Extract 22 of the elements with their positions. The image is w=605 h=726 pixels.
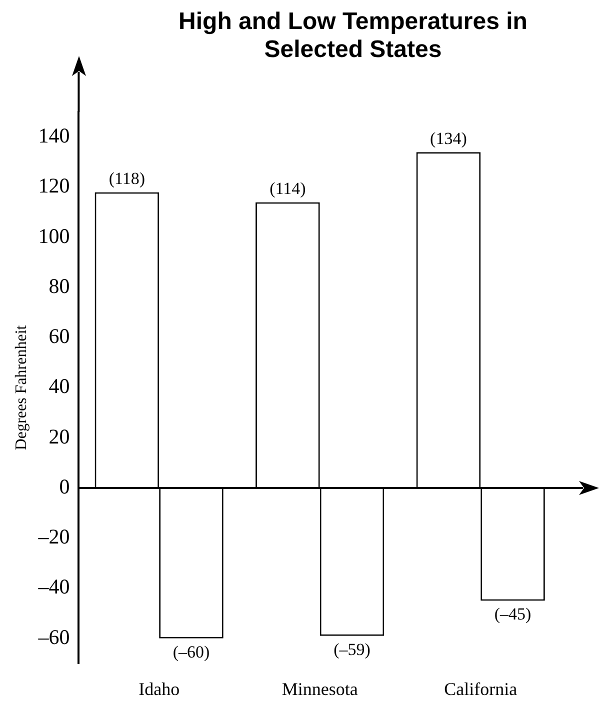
data-label: (–59) [334, 640, 370, 659]
y-tick-label: 0 [59, 474, 70, 498]
y-tick-label: 20 [48, 424, 70, 448]
y-tick-label: 40 [48, 374, 70, 398]
y-tick-label: 120 [38, 174, 70, 198]
data-label: (–60) [172, 642, 210, 662]
y-tick-label: –40 [37, 574, 70, 599]
data-label: (–45) [494, 604, 532, 624]
y-tick-label: –60 [37, 624, 70, 649]
chart-title: High and Low Temperatures in Selected States [178, 8, 528, 64]
y-tick-label: 80 [48, 274, 70, 298]
y-tick-label: –20 [37, 524, 70, 549]
data-label: (114) [270, 179, 306, 198]
x-tick-label: Minnesota [282, 678, 358, 699]
x-tick-label: Idaho [138, 678, 180, 699]
y-axis-title: Degrees Fahrenheit [12, 324, 30, 450]
y-tick-label: 100 [38, 224, 70, 248]
data-label: (118) [108, 169, 146, 188]
data-label: (134) [430, 129, 467, 148]
y-tick-label: 60 [48, 324, 70, 348]
x-tick-label: California [444, 678, 518, 699]
y-tick-label: 140 [38, 124, 70, 148]
